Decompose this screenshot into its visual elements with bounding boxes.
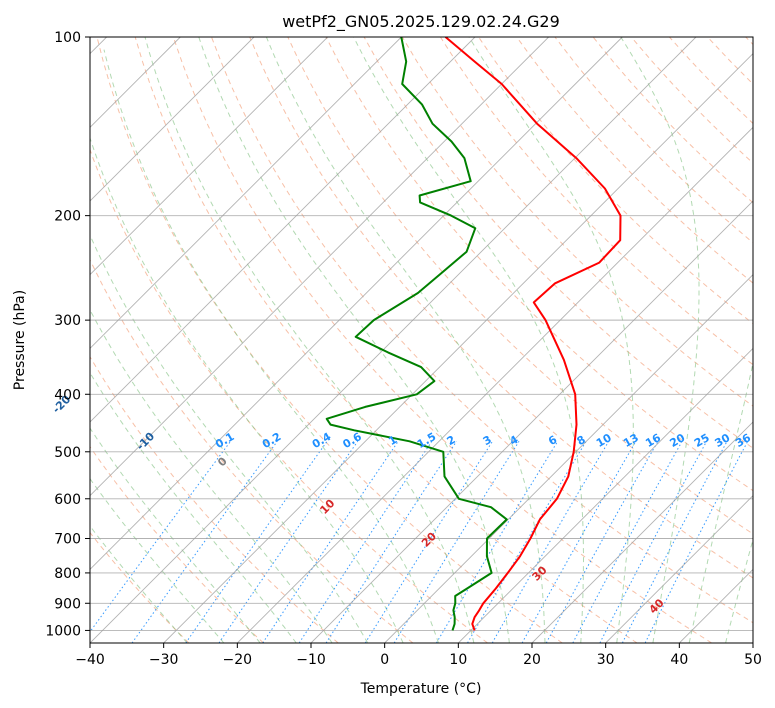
- x-axis: −40 −30 −20 −10 0 10 20 30 40 50: [75, 643, 762, 668]
- y-tick-label: 200: [54, 209, 81, 225]
- moist-adiabat: [90, 233, 369, 643]
- dry-adiabat: [516, 37, 753, 284]
- moist-adiabat: [265, 37, 546, 643]
- x-tick-label: −20: [223, 652, 253, 668]
- x-tick-label: 30: [597, 652, 615, 668]
- isotherm-line: [605, 495, 753, 643]
- mixing-ratio-line: [545, 441, 659, 643]
- y-axis-title: Pressure (hPa): [12, 290, 28, 390]
- y-tick-label: 300: [54, 313, 81, 329]
- isotherm-line: [752, 642, 753, 643]
- isotherm-line: [90, 37, 697, 643]
- dewpoint-line: [325, 37, 508, 631]
- chart-title: wetPf2_GN05.2025.129.02.24.G29: [282, 12, 560, 32]
- isotherm-line: [384, 274, 753, 643]
- moist-adiabat: [90, 136, 404, 643]
- dry-adiabat: [90, 531, 190, 643]
- y-tick-label: 600: [54, 492, 81, 508]
- mixing-ratio-line: [262, 441, 399, 643]
- x-tick-label: −30: [149, 652, 179, 668]
- mixing-ratio-line: [467, 441, 587, 643]
- mixing-ratio-line: [572, 441, 683, 643]
- moist-adiabat: [90, 371, 297, 643]
- dry-adiabat: [134, 37, 638, 643]
- y-tick-label: 400: [54, 387, 81, 403]
- moist-adiabat: [90, 525, 188, 643]
- x-tick-label: 40: [670, 652, 688, 668]
- dry-adiabat: [401, 37, 753, 407]
- dry-adiabat: [211, 37, 753, 624]
- y-tick-label: 1000: [45, 623, 81, 639]
- y-tick-label: 800: [54, 566, 81, 582]
- isotherm-line: [90, 37, 476, 423]
- mixing-ratio-line: [491, 441, 610, 643]
- isotherm-line: [90, 37, 255, 202]
- isotherm-line: [531, 421, 753, 643]
- dry-adiabat: [90, 355, 339, 643]
- mixing-ratio-line: [185, 441, 328, 643]
- moist-adiabat: [353, 37, 584, 643]
- mixing-ratio-line: [90, 440, 231, 633]
- x-tick-label: 10: [449, 652, 467, 668]
- mixing-ratio-line: [325, 441, 457, 643]
- dry-adiabat: [439, 37, 753, 366]
- dry-adiabat: [90, 148, 488, 643]
- y-tick-label: 900: [54, 596, 81, 612]
- y-axis: 100 200 300 400 500 600 700 800 900 1000: [45, 30, 90, 639]
- mixing-ratio-line: [298, 441, 433, 643]
- isotherm-line: [90, 37, 328, 276]
- dry-adiabat: [90, 445, 264, 643]
- y-tick-label: 100: [54, 30, 81, 46]
- mixing-ratio-line: [435, 441, 559, 643]
- isotherm-line: [458, 347, 753, 643]
- dry-adiabat: [96, 37, 563, 643]
- temperature-line: [444, 37, 622, 631]
- x-tick-label: 20: [523, 652, 541, 668]
- isotherm-line: [237, 126, 753, 643]
- mixing-ratio-line: [364, 441, 493, 643]
- moist-adiabat: [620, 37, 700, 643]
- y-tick-label: 500: [54, 445, 81, 461]
- dry-adiabat: [172, 37, 712, 643]
- isotherm-line: [163, 53, 753, 643]
- moist-adiabat: [144, 37, 475, 643]
- dry-adiabat: [249, 37, 753, 579]
- background-lines: [90, 37, 753, 643]
- isotherm-line: [310, 200, 753, 643]
- x-tick-label: 50: [744, 652, 762, 668]
- x-tick-label: −40: [75, 652, 105, 668]
- y-tick-label: 700: [54, 532, 81, 548]
- x-axis-title: Temperature (°C): [360, 681, 482, 697]
- plot-area: [90, 37, 753, 643]
- x-tick-label: −10: [296, 652, 326, 668]
- mixing-ratio-line: [521, 441, 637, 643]
- moist-adiabat: [90, 427, 261, 643]
- grid: [90, 37, 753, 643]
- mixing-ratio-line: [218, 441, 359, 643]
- isotherm-line: [90, 37, 402, 349]
- plot-frame: [89, 36, 754, 644]
- isotherm-line: [90, 37, 623, 570]
- x-tick-label: 0: [380, 652, 389, 668]
- series-group: [325, 37, 622, 631]
- mixing-ratio-line: [131, 441, 278, 643]
